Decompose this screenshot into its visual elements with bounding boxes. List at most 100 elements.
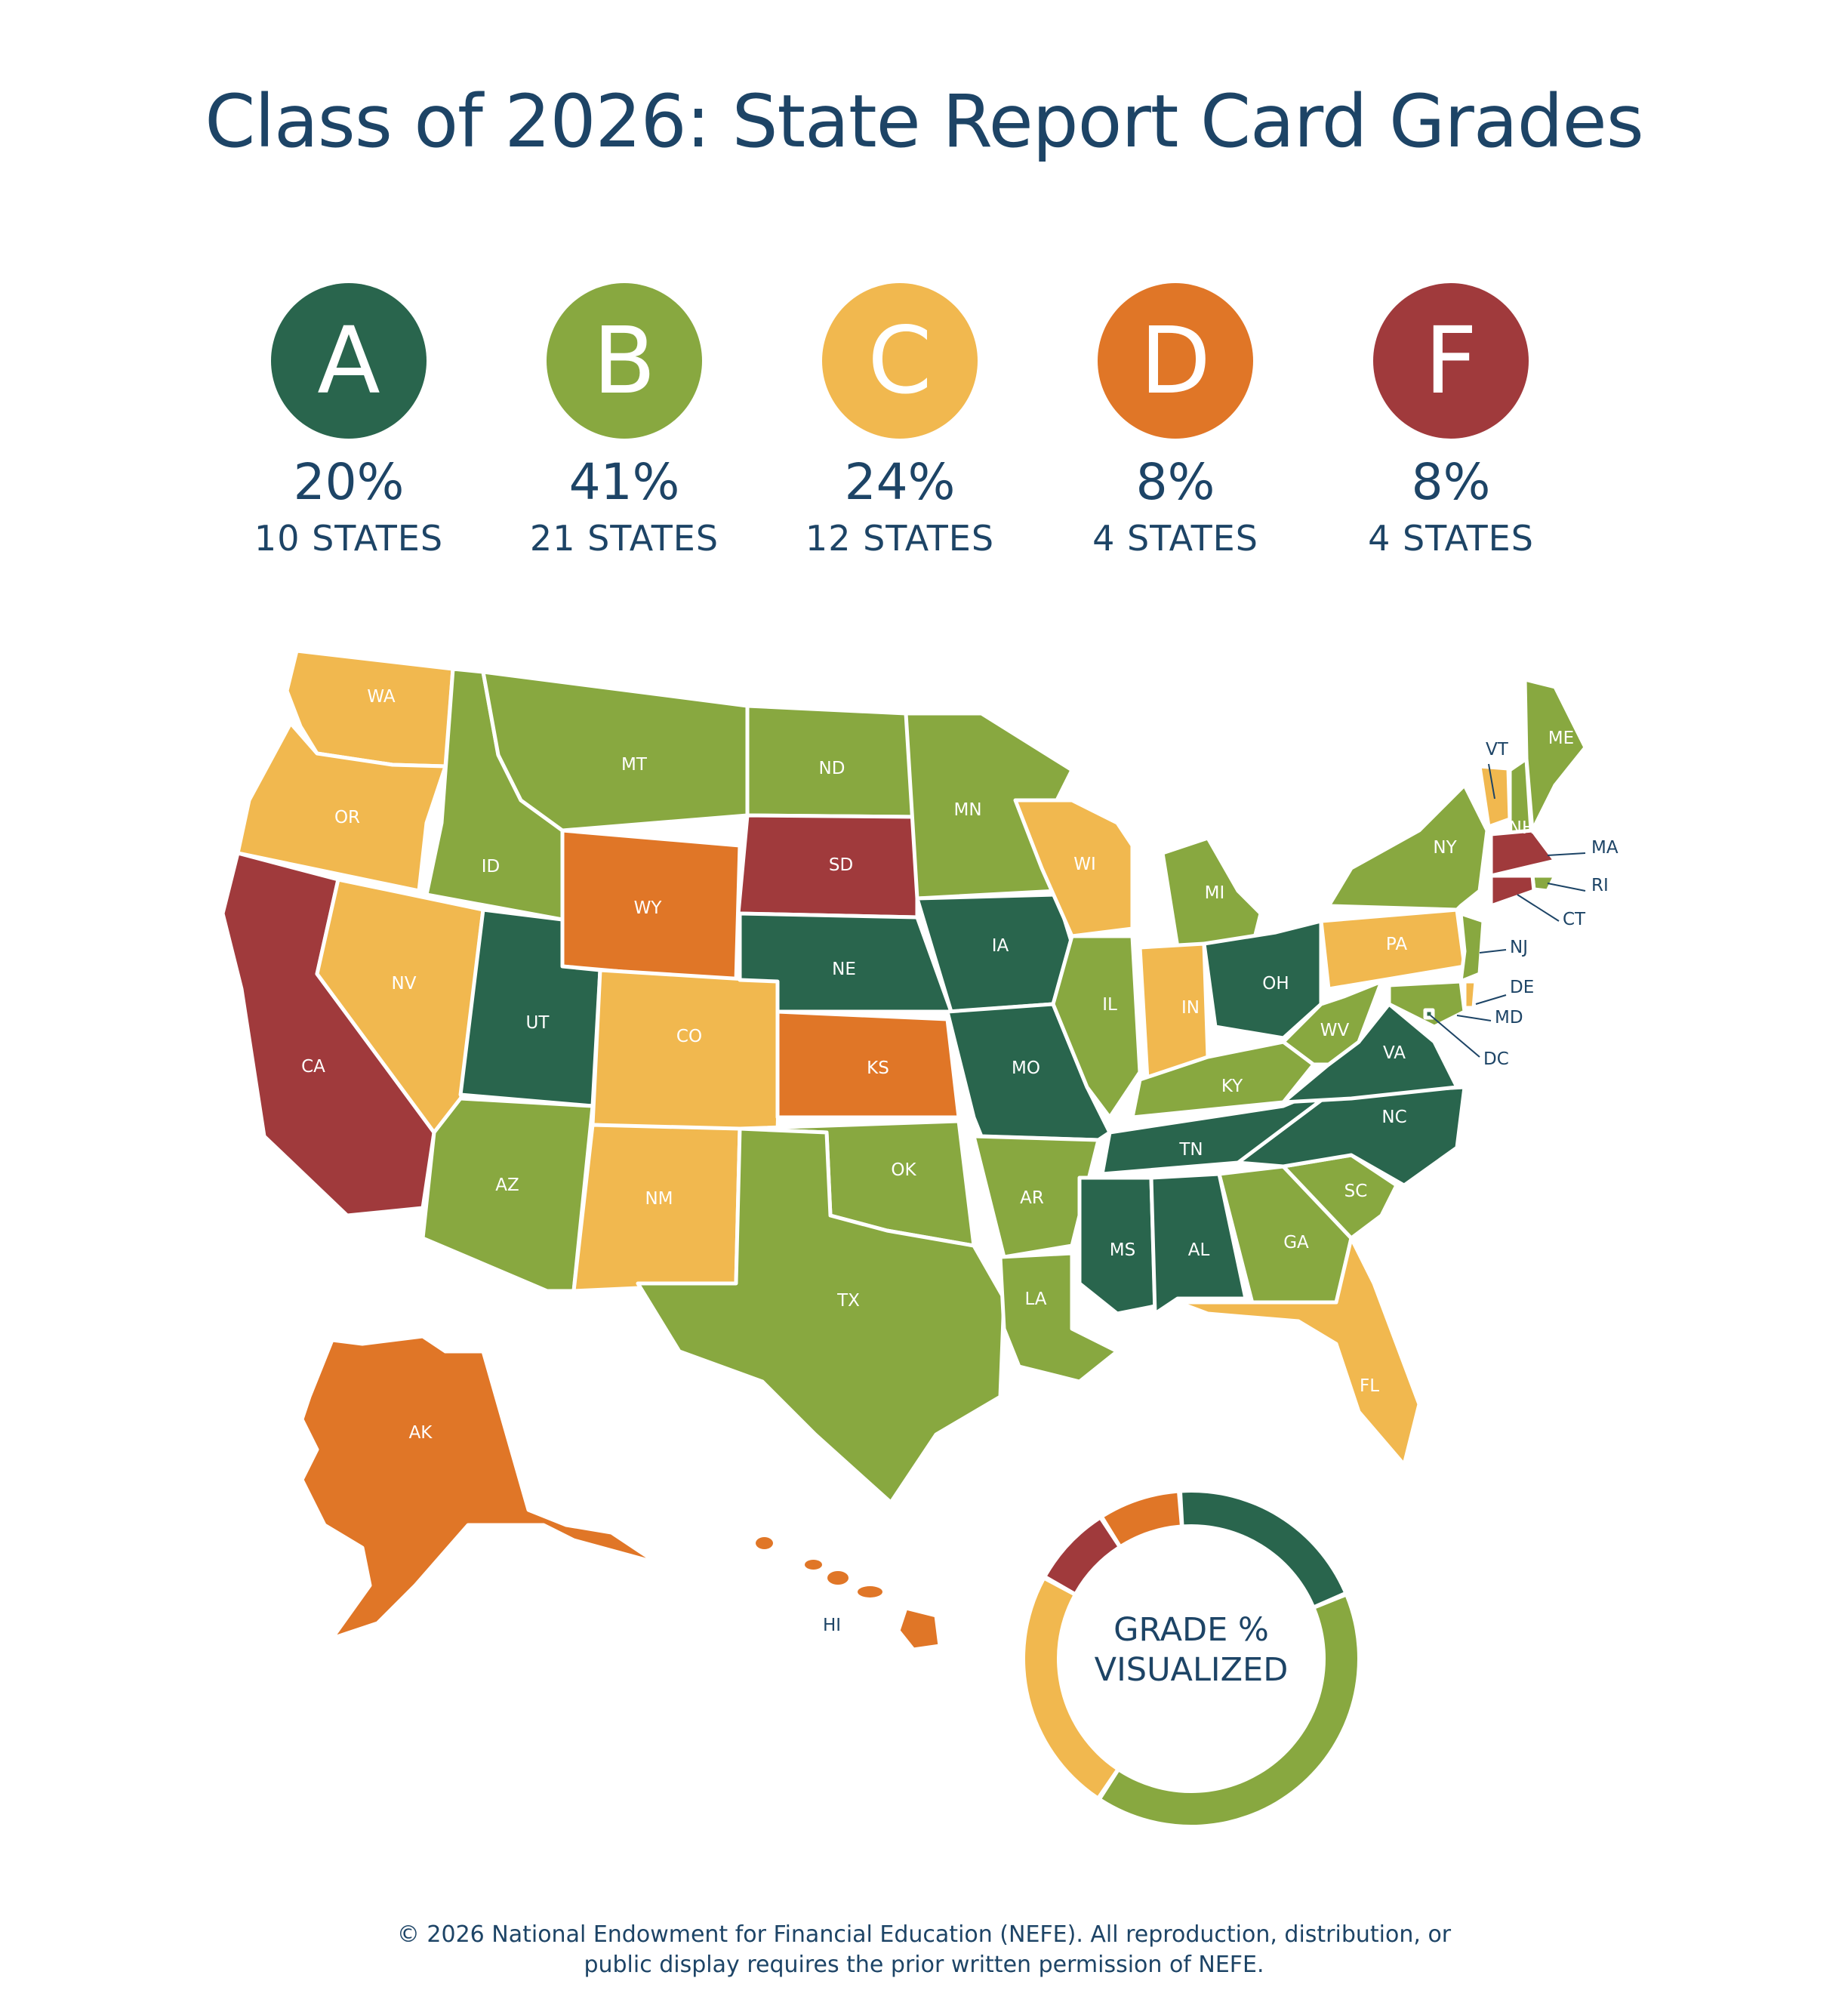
state-label-oh: OH <box>1262 974 1289 994</box>
grade-c-percent: 24% <box>844 453 956 511</box>
grade-c-count: 12 STATES <box>805 517 995 559</box>
donut-segment-f <box>1047 1520 1117 1592</box>
grade-a-count: 10 STATES <box>254 517 444 559</box>
callout-line-md <box>1456 1015 1492 1021</box>
grade-b-count: 21 STATES <box>529 517 719 559</box>
state-label-or: OR <box>334 808 360 827</box>
grade-f-count: 4 STATES <box>1368 517 1534 559</box>
state-label-ny: NY <box>1433 838 1457 858</box>
state-label-me: ME <box>1548 729 1574 748</box>
callout-label-vt: VT <box>1486 740 1509 759</box>
state-label-ia: IA <box>992 936 1009 956</box>
hawaii-island-4 <box>858 1586 882 1598</box>
donut-segment-c <box>1025 1580 1116 1796</box>
state-ny <box>1326 783 1489 912</box>
state-label-id: ID <box>482 857 500 877</box>
callout-label-de: DE <box>1510 978 1534 997</box>
state-label-co: CO <box>676 1027 702 1046</box>
state-nj <box>1458 911 1486 984</box>
donut-segment-a <box>1182 1493 1344 1605</box>
state-label-mi: MI <box>1205 883 1225 903</box>
state-label-ne: NE <box>832 960 856 979</box>
state-la <box>998 1251 1120 1384</box>
state-ms <box>1077 1175 1157 1316</box>
footer-line-2: public display requires the prior writte… <box>584 1952 1264 1978</box>
state-label-sc: SC <box>1344 1182 1368 1201</box>
state-label-va: VA <box>1383 1043 1406 1063</box>
donut-label-line2: VISUALIZED <box>1095 1651 1289 1689</box>
state-sd <box>736 813 919 920</box>
grade-f-badge: F <box>1373 283 1529 439</box>
donut-segment-d <box>1104 1493 1180 1545</box>
state-label-ak: AK <box>409 1423 433 1443</box>
callout-line-de <box>1475 994 1507 1005</box>
state-label-ut: UT <box>526 1013 550 1033</box>
donut-segment-b <box>1101 1597 1357 1825</box>
grade-a-summary: A 20% 10 STATES <box>236 283 462 559</box>
grade-f-percent: 8% <box>1411 453 1491 511</box>
hawaii-island-1 <box>756 1537 773 1549</box>
state-label-wy: WY <box>634 898 663 918</box>
state-label-hi: HI <box>823 1616 841 1635</box>
grade-d-summary: D 8% 4 STATES <box>1062 283 1289 559</box>
grade-b-percent: 41% <box>568 453 680 511</box>
callout-line-dc <box>1430 1015 1480 1058</box>
state-label-mn: MN <box>953 800 981 820</box>
state-label-sd: SD <box>829 855 853 875</box>
grade-d-percent: 8% <box>1135 453 1215 511</box>
state-ct <box>1489 873 1536 908</box>
page-title: Class of 2026: State Report Card Grades <box>205 79 1643 164</box>
state-label-pa: PA <box>1386 935 1407 954</box>
state-tx <box>636 1126 1006 1505</box>
state-label-la: LA <box>1024 1289 1046 1309</box>
grade-b-badge: B <box>547 283 702 439</box>
state-label-ok: OK <box>891 1160 916 1180</box>
state-ri <box>1530 873 1557 893</box>
grade-c-summary: C 24% 12 STATES <box>787 283 1013 559</box>
callout-label-dc: DC <box>1483 1049 1509 1069</box>
state-label-mt: MT <box>621 755 648 775</box>
state-co <box>590 968 784 1135</box>
state-label-ms: MS <box>1110 1240 1135 1260</box>
state-ar <box>972 1134 1101 1259</box>
grade-d-badge: D <box>1098 283 1253 439</box>
state-label-ga: GA <box>1283 1233 1309 1252</box>
grade-a-badge: A <box>271 283 427 439</box>
state-label-mo: MO <box>1012 1058 1040 1078</box>
callout-line-ri <box>1547 883 1586 892</box>
state-ma <box>1489 828 1557 878</box>
state-me <box>1523 677 1588 833</box>
state-label-wi: WI <box>1073 855 1096 874</box>
state-label-ks: KS <box>867 1058 889 1078</box>
callout-label-ct: CT <box>1563 910 1586 929</box>
state-label-ca: CA <box>301 1057 325 1077</box>
state-fl <box>1175 1236 1421 1467</box>
state-label-nv: NV <box>392 974 417 994</box>
grade-donut-chart <box>1025 1493 1357 1825</box>
state-label-fl: FL <box>1360 1376 1379 1396</box>
grade-f-summary: F 8% 4 STATES <box>1338 283 1564 559</box>
state-hi <box>896 1606 942 1652</box>
callout-label-nj: NJ <box>1510 938 1528 957</box>
grade-b-summary: B 41% 21 STATES <box>511 283 738 559</box>
state-md <box>1387 979 1467 1029</box>
state-wi <box>1013 798 1135 938</box>
state-ak <box>300 1334 659 1641</box>
state-shapes <box>220 649 1588 1652</box>
grade-a-percent: 20% <box>293 453 405 511</box>
state-labels: WA OR CA ID NV MT WY UT AZ CO NM ND SD NE KS OK TX MN IA MO… <box>301 687 1574 1635</box>
callout-line-vt <box>1488 763 1495 800</box>
state-label-nc: NC <box>1381 1108 1406 1127</box>
state-label-tn: TN <box>1178 1140 1203 1160</box>
state-label-az: AZ <box>495 1175 519 1195</box>
callout-line-ct <box>1517 894 1560 922</box>
state-label-nh: NH <box>1509 818 1535 838</box>
hawaii-island-3 <box>827 1571 849 1585</box>
state-de <box>1462 979 1478 1010</box>
copyright-footer: © 2026 National Endowment for Financial … <box>0 1920 1848 1980</box>
state-label-il: IL <box>1102 995 1117 1015</box>
state-label-wv: WV <box>1320 1021 1350 1040</box>
footer-line-1: © 2026 National Endowment for Financial … <box>396 1921 1452 1948</box>
donut-label-line1: GRADE % <box>1113 1611 1269 1649</box>
state-wv <box>1281 979 1384 1067</box>
